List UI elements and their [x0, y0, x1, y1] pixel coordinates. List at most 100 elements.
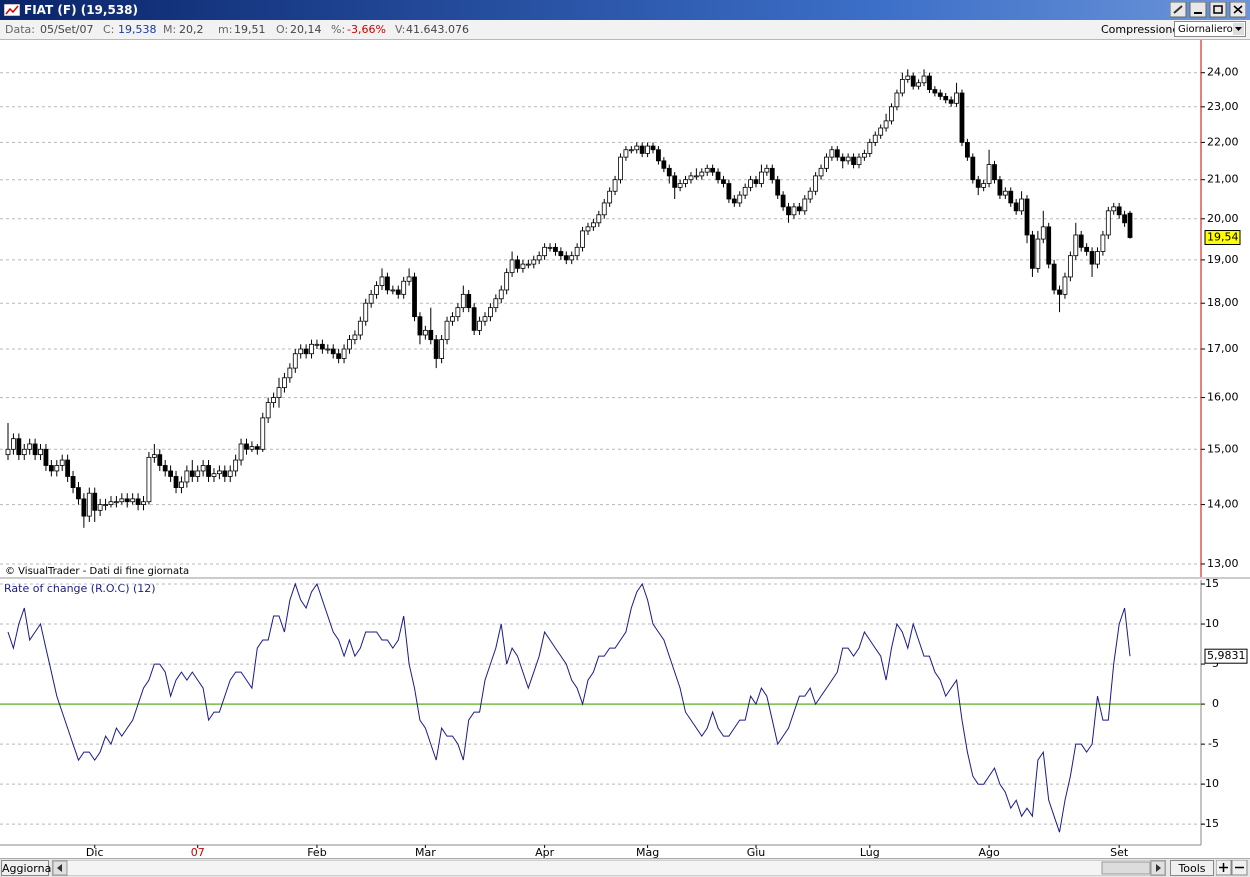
y-tick-label: 20,00 — [1207, 212, 1239, 225]
candle-body — [271, 397, 276, 404]
candle-body — [840, 156, 846, 162]
candle-body — [21, 448, 27, 456]
candle-body — [856, 156, 862, 165]
candle-body — [813, 175, 819, 192]
candle-body — [32, 443, 38, 456]
candle-body — [151, 454, 157, 458]
y-tick-label: 23,00 — [1207, 100, 1239, 113]
candle-body — [477, 320, 482, 331]
candle-body — [374, 285, 379, 295]
candle-body — [1067, 255, 1073, 278]
candle-body — [943, 96, 949, 101]
candle-body — [97, 504, 103, 511]
candle-body — [471, 307, 477, 331]
candle-body — [1095, 251, 1100, 265]
y-tick-label: -5 — [1208, 737, 1219, 750]
candle-body — [314, 343, 320, 346]
window-title: FIAT (F) (19,538) — [24, 3, 138, 17]
info-value: 20,14 — [290, 23, 322, 36]
window-buttons[interactable] — [1170, 2, 1246, 18]
candle-body — [1008, 190, 1014, 204]
candle-body — [628, 149, 634, 152]
candle-body — [65, 459, 71, 477]
candle-body — [1122, 214, 1127, 224]
info-label: M: — [163, 23, 177, 36]
candle-body — [466, 293, 472, 309]
info-value: 05/Set/07 — [40, 23, 94, 36]
candle-body — [959, 92, 965, 143]
scrollbar[interactable] — [52, 860, 1166, 876]
candle-body — [200, 465, 206, 472]
refresh-button[interactable]: Aggiorna — [1, 860, 52, 876]
candle-body — [834, 149, 840, 158]
candle-body — [520, 263, 526, 269]
zoom-buttons[interactable] — [1216, 860, 1248, 876]
candle-body — [656, 149, 661, 162]
x-tick-label: Apr — [535, 846, 555, 859]
candle-body — [48, 465, 54, 472]
y-tick-label: 15,00 — [1207, 442, 1239, 455]
candle-body — [238, 443, 244, 461]
candle-body — [769, 167, 775, 181]
candle-body — [179, 481, 184, 488]
x-tick-label: Dic — [86, 846, 104, 859]
candle-body — [1019, 198, 1024, 212]
candle-body — [43, 448, 49, 466]
candle-body — [168, 470, 174, 477]
candle-body — [428, 329, 434, 341]
info-value: 20,2 — [179, 23, 204, 36]
candle-body — [710, 167, 716, 173]
candle-body — [753, 179, 759, 184]
candle-body — [130, 498, 136, 503]
candle-body — [341, 348, 347, 359]
candle-body — [347, 339, 352, 350]
candle-body — [357, 320, 363, 336]
tools-button[interactable]: Tools — [1170, 860, 1214, 876]
candle-body — [775, 179, 781, 196]
candle-body — [38, 448, 43, 456]
candle-body — [460, 293, 466, 309]
candle-body — [1105, 210, 1111, 236]
candle-body — [553, 246, 558, 252]
y-tick-label: 13,00 — [1207, 557, 1239, 570]
candle-body — [862, 153, 867, 158]
last-value-label: 19,54 — [1207, 231, 1239, 244]
candle-body — [119, 498, 125, 503]
candle-body — [16, 438, 22, 456]
candle-body — [406, 276, 412, 282]
candle-body — [54, 465, 60, 472]
window-icon — [4, 4, 20, 16]
candle-body — [135, 498, 141, 505]
candle-body — [1040, 226, 1046, 240]
candle-body — [509, 259, 515, 274]
candle-body — [889, 106, 894, 122]
candle-body — [27, 443, 33, 450]
candle-body — [395, 289, 401, 295]
candle-body — [693, 175, 699, 178]
candle-body — [114, 501, 119, 504]
candle-body — [1100, 234, 1106, 252]
candle-body — [1111, 206, 1117, 212]
candle-body — [455, 307, 461, 318]
y-tick-label: 14,00 — [1207, 498, 1239, 511]
candle-body — [525, 263, 531, 266]
info-value: -3,66% — [347, 23, 386, 36]
candle-body — [867, 142, 873, 154]
candle-body — [336, 353, 342, 359]
compression-select[interactable]: Giornaliero — [1174, 21, 1246, 37]
candle-body — [287, 367, 293, 379]
candle-body — [1073, 234, 1079, 257]
x-tick-label: Feb — [307, 846, 326, 859]
candle-body — [937, 92, 943, 97]
candle-body — [1078, 234, 1084, 248]
candle-body — [363, 302, 369, 322]
candle-body — [146, 456, 152, 503]
y-tick-label: 16,00 — [1207, 391, 1239, 404]
candle-body — [824, 156, 829, 169]
candle-body — [157, 454, 163, 466]
candle-body — [975, 179, 981, 188]
candle-body — [737, 194, 743, 204]
candle-body — [661, 160, 667, 169]
info-label: C: — [103, 23, 115, 36]
